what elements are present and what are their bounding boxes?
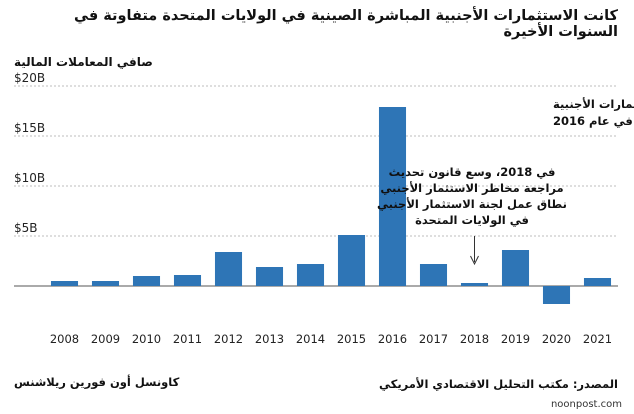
x-tick-labels: 2008 2009 2010 2011 2012 2013 2014 2015 2016 2017… [50, 332, 612, 346]
annotations: ارتفعت الاستثمارات الأجنبية المباشرة الصي… [377, 97, 634, 266]
x-tick-label: 2014 [296, 332, 325, 346]
x-tick-label: 2011 [173, 332, 202, 346]
x-tick-label: 2009 [91, 332, 120, 346]
bar-2012 [214, 252, 243, 286]
bar-2016 [378, 107, 407, 286]
y-tick-label: $15B [14, 121, 45, 135]
bar-2020 [542, 286, 571, 304]
x-tick-label: 2016 [378, 332, 407, 346]
annotation-2018-line: نطاق عمل لجنة الاستثمار الأجنبي [377, 197, 567, 211]
bar-2011 [173, 275, 202, 286]
bar-2008 [50, 281, 79, 286]
bar-2010 [132, 276, 161, 286]
x-tick-label: 2013 [255, 332, 284, 346]
chart-title: كانت الاستثمارات الأجنبية المباشرة الصين… [74, 8, 618, 40]
bar-2018 [460, 283, 489, 286]
x-tick-label: 2021 [583, 332, 612, 346]
credit-text: كاونسل أون فورين ريلاشنس [14, 375, 180, 389]
arrow-head-icon [470, 255, 479, 266]
x-tick-label: 2018 [460, 332, 489, 346]
bars [50, 107, 612, 304]
x-tick-label: 2008 [50, 332, 79, 346]
y-axis-label: صافي المعاملات المالية [14, 55, 153, 69]
bar-2013 [255, 267, 284, 286]
source-text: المصدر: مكتب التحليل الاقتصادي الأمريكي [379, 377, 618, 391]
x-tick-label: 2010 [132, 332, 161, 346]
y-tick-labels: $20B $15B $10B $5B [14, 71, 45, 235]
bar-2017 [419, 264, 448, 286]
annotation-2018-line: في الولايات المتحدة [415, 213, 529, 228]
x-tick-label: 2020 [542, 332, 571, 346]
x-tick-label: 2015 [337, 332, 366, 346]
x-tick-label: 2017 [419, 332, 448, 346]
bar-2009 [91, 281, 120, 286]
y-tick-label: $20B [14, 71, 45, 85]
bar-2019 [501, 250, 530, 286]
bar-2015 [337, 235, 366, 286]
annotation-2018-line: في 2018، وسع قانون تحديث [389, 165, 556, 180]
annotation-2016-line: المباشرة الصينية في عام 2016 [553, 114, 634, 128]
watermark: noonpost.com [550, 399, 622, 410]
annotation-2018-line: مراجعة مخاطر الاستثمار الأجنبي [380, 181, 563, 195]
y-tick-label: $5B [14, 221, 38, 235]
annotation-2016-line: ارتفعت الاستثمارات الأجنبية [553, 97, 634, 111]
y-tick-label: $10B [14, 171, 45, 185]
bar-2021 [583, 278, 612, 286]
bar-2014 [296, 264, 325, 286]
x-tick-label: 2012 [214, 332, 243, 346]
x-tick-label: 2019 [501, 332, 530, 346]
